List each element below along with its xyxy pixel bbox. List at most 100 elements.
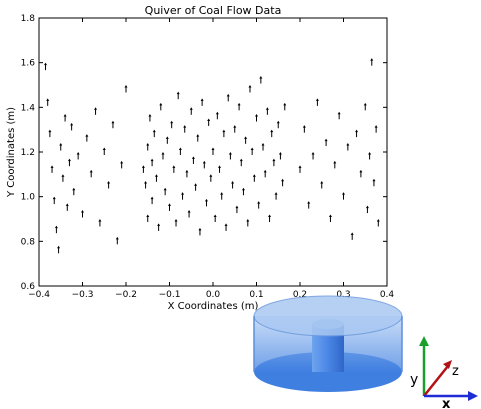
quiver-arrowhead (50, 165, 54, 168)
quiver-arrowhead (67, 158, 71, 162)
quiver-arrowhead (141, 165, 145, 168)
quiver-arrowhead (226, 93, 230, 97)
quiver-arrowhead (342, 192, 345, 195)
x-tick-label: 0.3 (336, 290, 350, 300)
quiver-arrowhead (124, 84, 128, 88)
quiver-arrowhead (152, 129, 156, 133)
quiver-arrowhead (154, 174, 158, 177)
x-tick-label: 0.4 (380, 290, 395, 300)
quiver-arrowhead (274, 192, 278, 195)
quiver-arrowhead (346, 143, 350, 146)
quiver-arrowhead (163, 187, 167, 191)
quiver-arrowhead (265, 107, 269, 110)
quiver-arrowhead (85, 134, 89, 137)
quiver-arrowhead (204, 198, 208, 202)
y-tick-label: 0.8 (21, 237, 36, 247)
cylinder-diagram (253, 295, 403, 392)
quiver-arrowhead (54, 225, 58, 229)
quiver-arrowhead (237, 102, 241, 106)
y-tick-label: 1.0 (21, 193, 36, 203)
quiver-arrowhead (94, 107, 98, 110)
quiver-arrowhead (176, 91, 180, 95)
quiver-arrowhead (359, 169, 363, 173)
quiver-arrowhead (281, 178, 285, 182)
z-axis-arrow (423, 365, 449, 397)
quiver-arrowhead (241, 187, 245, 191)
x-tick-label: 0.1 (249, 290, 263, 300)
cylinder-top (253, 295, 403, 337)
quiver-arrowhead (61, 174, 65, 177)
quiver-arrowhead (81, 210, 84, 213)
quiver-arrowhead (63, 114, 67, 117)
y-axis-ticks: 0.6 0.8 1.0 1.2 1.4 1.6 1.8 (21, 14, 387, 292)
quiver-arrowhead (315, 98, 319, 101)
quiver-arrowhead (211, 147, 215, 150)
quiver-arrowhead (233, 125, 237, 128)
quiver-arrowhead (150, 196, 154, 200)
quiver-arrowhead (244, 136, 248, 139)
quiver-arrowhead (355, 129, 359, 133)
quiver-arrowhead (144, 181, 148, 184)
quiver-arrowhead (207, 118, 211, 121)
quiver-arrowhead (196, 134, 200, 137)
x-tick-label: 0.2 (293, 290, 307, 300)
quiver-arrowhead (374, 125, 378, 128)
quiver-arrowhead (224, 223, 228, 226)
quiver-arrowhead (168, 203, 171, 206)
quiver-arrowhead (59, 143, 63, 146)
quiver-arrowhead (255, 114, 258, 117)
quiver-arrowhead (250, 147, 254, 150)
quiver-arrowhead (200, 98, 204, 101)
quiver-arrowhead (222, 129, 226, 133)
quiver-arrowhead (365, 205, 369, 209)
quiver-arrowhead (215, 111, 219, 115)
x-tick-label: −0.4 (28, 290, 50, 300)
quiver-arrowhead (248, 84, 252, 88)
quiver-arrowhead (70, 122, 74, 126)
quiver-arrowhead (46, 98, 50, 101)
quiver-arrowhead (261, 143, 265, 146)
quiver-arrowhead (150, 158, 154, 162)
quiver-arrowhead (187, 210, 191, 213)
chart-title: Quiver of Coal Flow Data (145, 4, 282, 17)
y-tick-label: 0.6 (21, 282, 36, 292)
quiver-arrowhead (98, 218, 102, 222)
z-axis-glyph-label: z (452, 364, 459, 379)
y-axis-glyph-label: y (410, 372, 418, 388)
quiver-arrowhead (102, 147, 106, 150)
quiver-arrowhead (307, 201, 311, 204)
quiver-arrowhead (165, 136, 169, 139)
quiver-arrowhead (311, 151, 315, 155)
quiver-arrowhead (76, 151, 80, 155)
quiver-arrowhead (213, 214, 217, 217)
quiver-arrowhead (259, 76, 263, 79)
quiver-arrowhead (183, 125, 187, 128)
z-axis-arrowhead (443, 360, 452, 369)
quiver-arrowhead (181, 192, 185, 195)
x-axis-arrowhead (468, 391, 478, 401)
quiver-arrowhead (194, 183, 198, 186)
x-tick-label: −0.2 (115, 290, 137, 300)
quiver-arrowhead (220, 192, 224, 195)
quiver-arrowhead (57, 245, 61, 249)
quiver-arrowhead (320, 181, 324, 184)
quiver-arrowhead (333, 160, 337, 164)
quiver-arrowhead (252, 174, 256, 177)
quiver-arrowhead (198, 227, 202, 231)
quiver-arrowhead (278, 151, 282, 155)
quiver-arrowhead (350, 232, 354, 235)
quiver-arrowhead (235, 205, 239, 209)
quiver-arrowhead (159, 102, 163, 106)
quiver-arrowhead (209, 174, 213, 177)
coordinate-axes: y z x (410, 336, 478, 409)
quiver-arrows (44, 58, 380, 254)
quiver-arrowhead (185, 169, 189, 173)
quiver-arrowhead (157, 223, 161, 226)
quiver-arrowhead (161, 151, 165, 155)
quiver-arrowhead (202, 160, 206, 164)
quiver-arrowhead (189, 107, 193, 110)
quiver-arrowhead (174, 218, 178, 222)
quiver-arrowhead (172, 165, 176, 168)
quiver-arrowhead (328, 214, 332, 217)
